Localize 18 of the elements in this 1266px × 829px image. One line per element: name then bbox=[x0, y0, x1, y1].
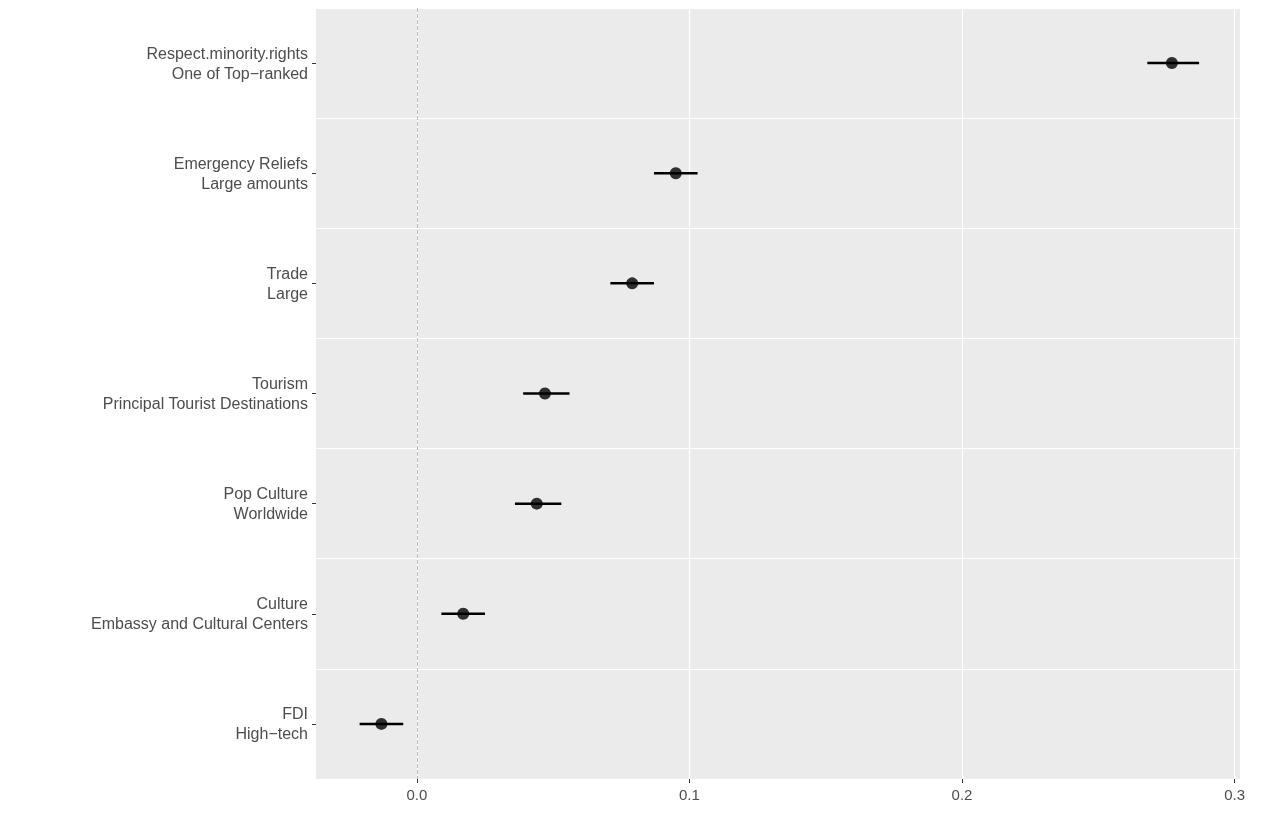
point bbox=[1165, 57, 1178, 70]
point bbox=[538, 387, 551, 400]
y-tick-label: Respect.minority.rights One of Top−ranked bbox=[146, 44, 308, 82]
x-tick-label: 0.2 bbox=[951, 786, 973, 803]
y-tick-label: Emergency Reliefs Large amounts bbox=[173, 154, 308, 192]
x-tick-label: 0.1 bbox=[678, 786, 700, 803]
x-tick-label: 0.3 bbox=[1224, 786, 1245, 803]
point bbox=[626, 277, 639, 290]
y-tick-label: Pop Culture Worldwide bbox=[223, 485, 309, 523]
y-tick-label: Tourism Principal Tourist Destinations bbox=[102, 375, 308, 412]
point bbox=[375, 717, 388, 730]
y-tick-label: Culture Embassy and Cultural Centers bbox=[91, 595, 309, 633]
point bbox=[530, 497, 543, 510]
y-tick-label: FDI High−tech bbox=[235, 705, 308, 743]
point bbox=[457, 607, 470, 620]
x-tick-label: 0.0 bbox=[406, 786, 428, 803]
point bbox=[669, 167, 682, 180]
y-tick-label: Trade Large bbox=[266, 264, 309, 302]
